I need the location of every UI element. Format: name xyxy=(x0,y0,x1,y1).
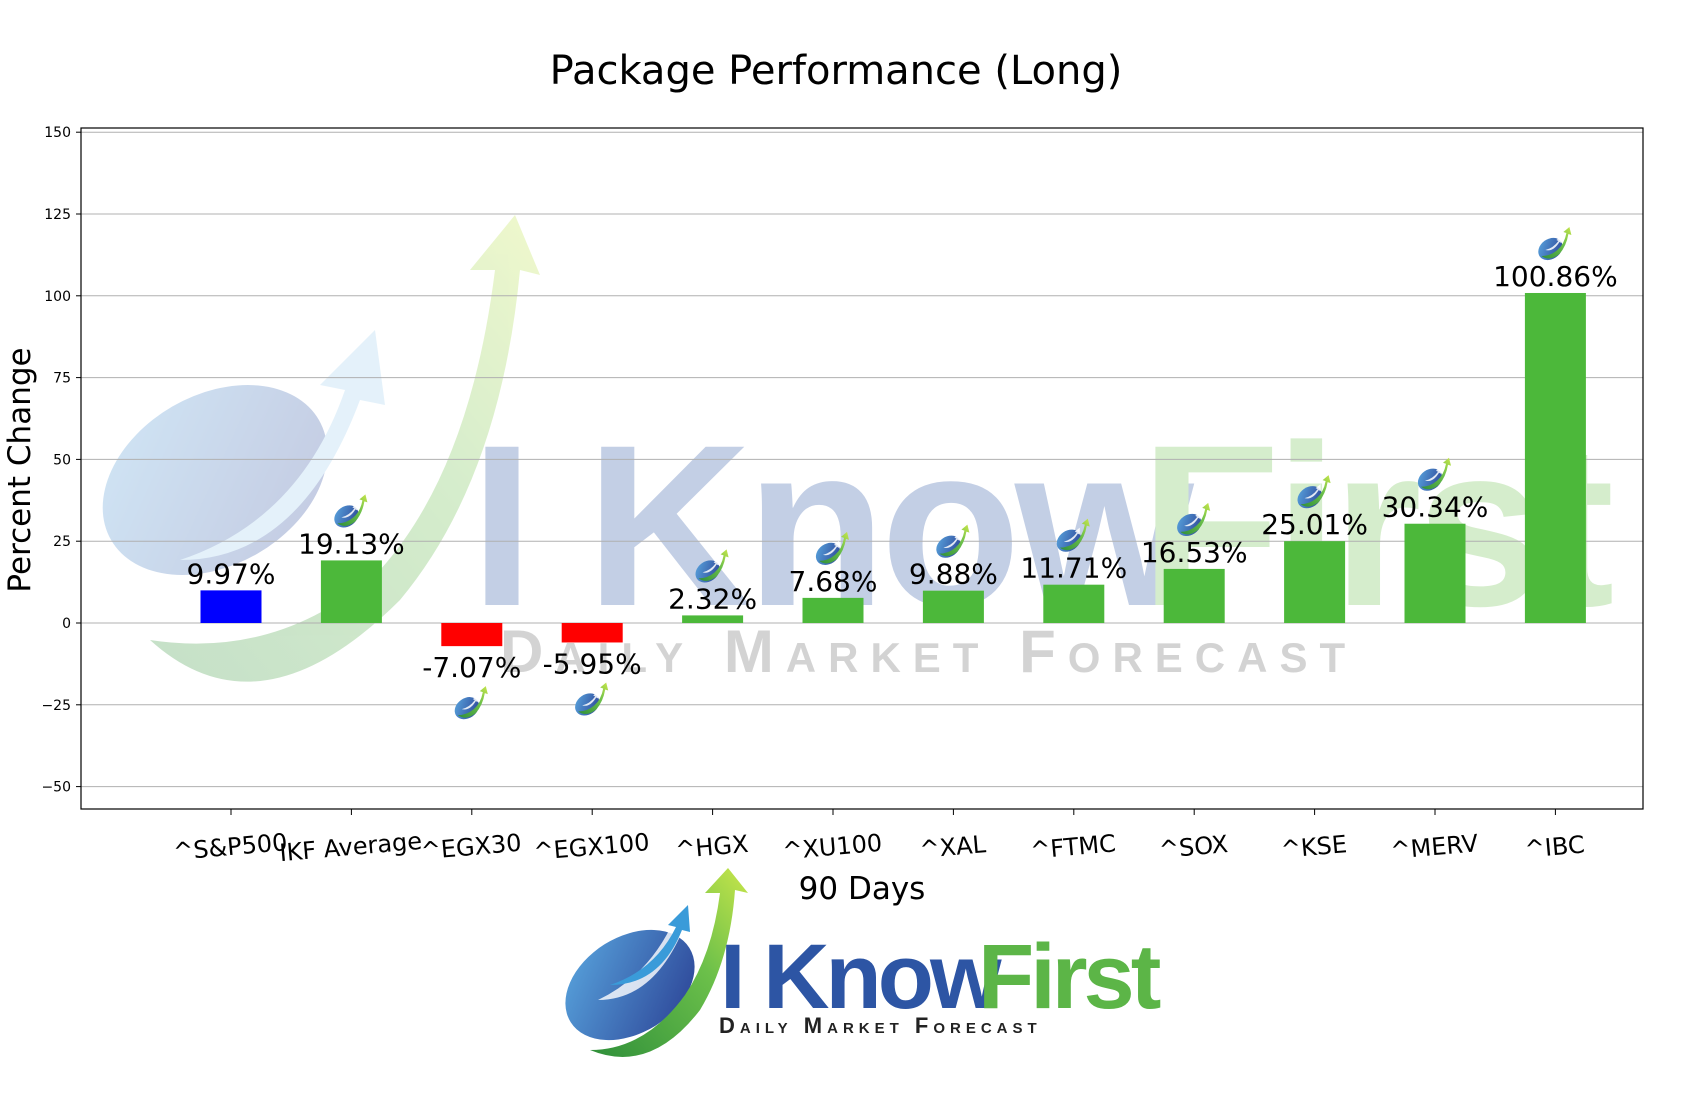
y-tick-label: 125 xyxy=(44,207,71,223)
x-tick-label: ^MERV xyxy=(1389,829,1479,865)
y-tick-label: −50 xyxy=(41,780,71,796)
bar xyxy=(561,623,623,643)
footer-logo: I Know First Daily Market Forecast xyxy=(565,868,1165,1057)
x-tick-label: ^HGX xyxy=(674,830,749,864)
y-axis-ticks: 150 125 100 75 50 25 0 −25 −50 xyxy=(41,125,81,796)
y-tick-label: 0 xyxy=(62,616,71,632)
bar xyxy=(1404,523,1466,623)
grid-lines xyxy=(81,131,1643,788)
data-label: 7.68% xyxy=(789,565,878,598)
logo-tagline: Daily Market Forecast xyxy=(719,1013,1042,1038)
watermark-tagline: Daily Market Forecast xyxy=(500,618,1357,685)
y-tick-label: 100 xyxy=(44,289,71,305)
x-tick-label: ^EGX100 xyxy=(532,828,650,866)
plot-frame xyxy=(80,127,1644,810)
data-label: 9.97% xyxy=(187,557,276,590)
x-tick-label: ^KSE xyxy=(1280,830,1348,864)
ikf-logo-icon xyxy=(331,494,368,533)
bar xyxy=(1043,584,1105,623)
data-label: 2.32% xyxy=(668,582,757,615)
logo-brand-primary: I Know xyxy=(720,926,1002,1028)
bar xyxy=(1163,568,1225,623)
x-axis-label: 90 Days xyxy=(799,871,926,907)
x-tick-label: IKF Average xyxy=(278,827,423,867)
ikf-logo-icon xyxy=(1535,226,1572,265)
bar xyxy=(1524,292,1586,623)
x-tick-label: ^XU100 xyxy=(781,829,883,866)
data-label: 11.71% xyxy=(1020,552,1127,585)
bar xyxy=(922,590,984,623)
ikf-logo-icon xyxy=(572,682,609,721)
chart-title: Package Performance (Long) xyxy=(550,48,1123,94)
y-tick-label: 50 xyxy=(53,452,71,468)
x-tick-label: ^EGX30 xyxy=(420,829,523,866)
x-tick-label: ^IBC xyxy=(1524,830,1586,863)
bar xyxy=(200,590,262,623)
data-label: 25.01% xyxy=(1261,508,1368,541)
data-label: 16.53% xyxy=(1141,536,1248,569)
bar xyxy=(441,623,503,647)
watermark-logo-icon xyxy=(102,215,540,682)
x-tick-label: ^SOX xyxy=(1158,830,1229,864)
ikf-logo-icon xyxy=(565,868,748,1057)
data-label: 19.13% xyxy=(298,527,405,560)
bar xyxy=(802,597,864,623)
bar xyxy=(682,615,744,623)
data-label: -5.95% xyxy=(543,647,642,680)
y-tick-label: 150 xyxy=(44,125,71,141)
logo-brand-secondary: First xyxy=(978,926,1161,1028)
y-tick-label: −25 xyxy=(41,698,71,714)
data-label: -7.07% xyxy=(422,651,521,684)
data-label: 9.88% xyxy=(909,558,998,591)
y-axis-label: Percent Change xyxy=(2,347,38,592)
y-tick-label: 75 xyxy=(53,371,71,387)
x-tick-label: ^FTMC xyxy=(1029,829,1117,864)
bar xyxy=(1284,541,1346,623)
data-labels: 9.97% 19.13% -7.07% -5.95% 2.32% 7.68% 9.88% 11… xyxy=(187,260,1618,684)
data-label: 30.34% xyxy=(1382,491,1489,524)
bar xyxy=(320,560,382,623)
y-tick-label: 25 xyxy=(53,534,71,550)
x-tick-label: ^XAL xyxy=(918,830,987,864)
x-tick-label: ^S&P500 xyxy=(172,828,288,866)
data-label: 100.86% xyxy=(1493,260,1618,293)
bars xyxy=(200,292,1586,647)
